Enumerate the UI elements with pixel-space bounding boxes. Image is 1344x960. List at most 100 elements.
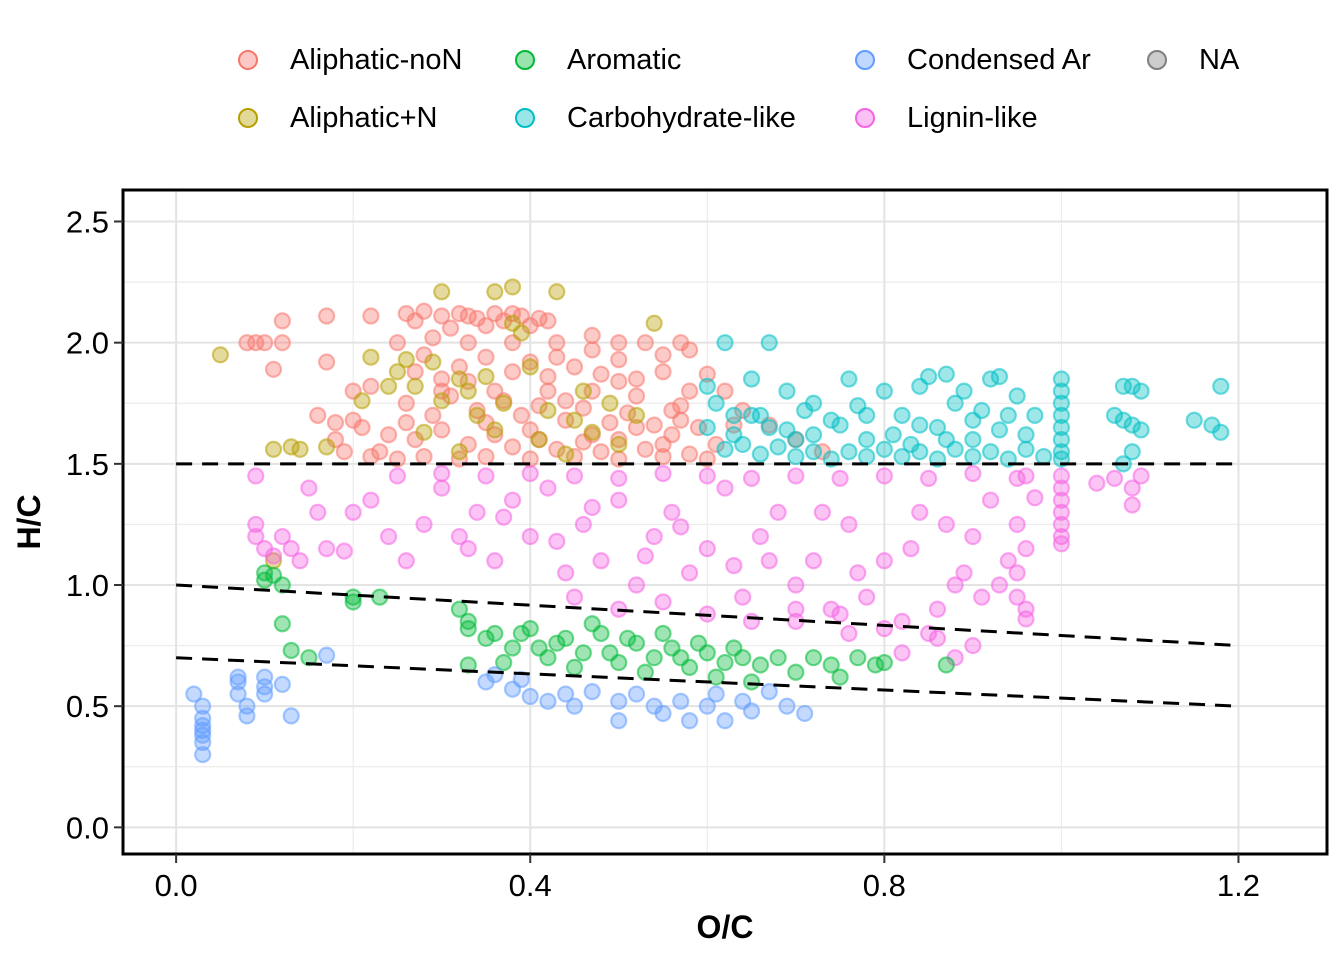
- data-point: [185, 685, 203, 703]
- data-point: [946, 394, 964, 412]
- data-point: [247, 334, 265, 352]
- data-point: [415, 515, 433, 534]
- data-point: [264, 360, 283, 378]
- data-point: [680, 382, 699, 400]
- data-point: [353, 392, 371, 410]
- reference-line: [176, 583, 1239, 648]
- data-point: [300, 479, 318, 497]
- data-point: [548, 634, 566, 652]
- data-point: [796, 401, 814, 420]
- data-point: [548, 334, 566, 352]
- data-point: [672, 649, 690, 667]
- data-point: [636, 663, 654, 681]
- data-point: [920, 469, 938, 487]
- data-point: [256, 334, 274, 352]
- data-point: [459, 382, 477, 400]
- data-point: [1008, 515, 1026, 534]
- data-point: [309, 406, 327, 424]
- data-point: [450, 443, 469, 461]
- data-point: [804, 552, 823, 570]
- data-point: [273, 527, 291, 546]
- data-point: [1132, 421, 1150, 439]
- data-point: [796, 704, 814, 723]
- data-point: [1052, 479, 1071, 497]
- data-point: [565, 411, 584, 429]
- data-point: [601, 644, 619, 662]
- legend-label: Aliphatic-noN: [290, 43, 463, 76]
- data-point: [450, 527, 469, 546]
- data-point: [990, 421, 1009, 439]
- data-point: [645, 527, 663, 546]
- data-point: [654, 593, 672, 611]
- data-point: [592, 443, 610, 461]
- data-point: [565, 467, 584, 485]
- data-point: [486, 382, 504, 400]
- data-point: [557, 392, 575, 410]
- data-point: [680, 564, 699, 582]
- data-point: [636, 440, 654, 458]
- data-point: [282, 540, 300, 558]
- data-point: [415, 447, 433, 466]
- data-point: [548, 283, 566, 301]
- y-tick-label: 2.0: [66, 326, 109, 361]
- data-point: [734, 588, 752, 606]
- data-point: [1017, 440, 1035, 458]
- data-point: [751, 445, 770, 463]
- legend-key: [855, 108, 875, 128]
- data-point: [981, 443, 1000, 461]
- data-point: [610, 435, 628, 454]
- data-point: [495, 508, 513, 526]
- data-point: [610, 351, 628, 369]
- data-point: [521, 687, 539, 706]
- data-point: [424, 329, 442, 347]
- legend-key: [515, 108, 535, 128]
- data-point: [928, 418, 947, 437]
- data-point: [1052, 406, 1071, 424]
- data-point: [1017, 610, 1035, 628]
- data-point: [831, 416, 849, 434]
- data-point: [592, 365, 610, 383]
- data-point: [751, 656, 770, 674]
- data-point: [627, 406, 646, 424]
- data-point: [893, 612, 911, 630]
- data-point: [601, 414, 619, 432]
- data-point: [1212, 377, 1230, 395]
- data-point: [893, 406, 911, 424]
- data-point: [583, 341, 601, 359]
- data-point: [397, 552, 415, 570]
- data-point: [326, 414, 345, 432]
- data-point: [1088, 474, 1106, 492]
- data-point: [875, 467, 893, 485]
- data-point: [769, 438, 787, 456]
- data-point: [486, 421, 504, 439]
- data-point: [459, 612, 477, 630]
- data-point: [742, 612, 761, 630]
- data-point: [486, 283, 504, 301]
- data-point: [937, 656, 955, 674]
- data-point: [672, 397, 690, 415]
- x-tick-label: 1.2: [1217, 868, 1260, 903]
- data-point: [884, 426, 902, 444]
- data-point: [804, 649, 823, 667]
- data-point: [760, 552, 778, 570]
- data-point: [433, 370, 451, 388]
- data-point: [1114, 411, 1132, 429]
- data-point: [990, 367, 1009, 386]
- data-point: [548, 348, 566, 366]
- data-point: [503, 438, 522, 456]
- data-point: [548, 440, 566, 458]
- data-point: [707, 394, 725, 412]
- data-point: [512, 324, 530, 342]
- data-point: [707, 668, 725, 686]
- data-point: [557, 629, 575, 647]
- data-point: [433, 392, 451, 410]
- data-point: [229, 668, 247, 686]
- data-point: [211, 346, 229, 364]
- data-point: [645, 416, 663, 434]
- data-point: [955, 382, 973, 400]
- data-point: [459, 540, 477, 558]
- data-point: [716, 440, 734, 458]
- data-point: [654, 704, 672, 723]
- data-point: [282, 641, 300, 660]
- data-point: [858, 431, 876, 449]
